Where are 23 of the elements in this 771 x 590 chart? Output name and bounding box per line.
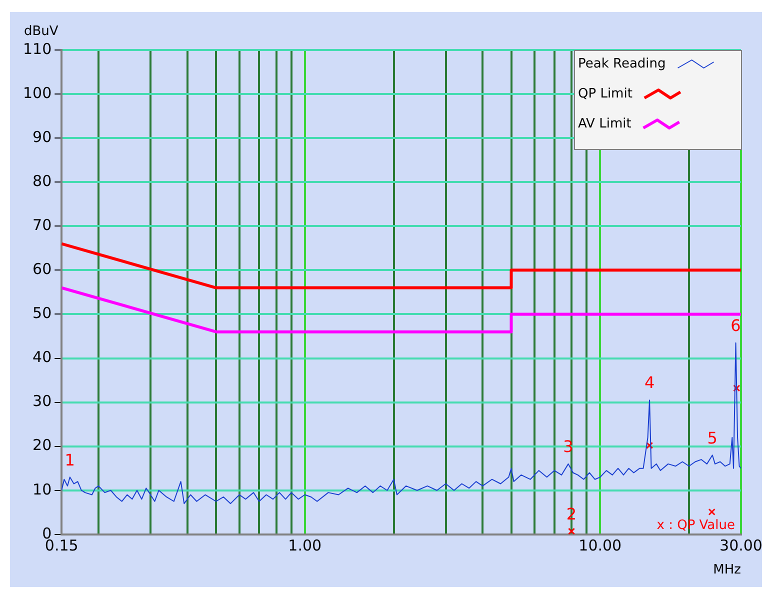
y-tick-label: 30 xyxy=(32,392,52,410)
y-tick-label: 80 xyxy=(32,172,52,190)
y-tick-label: 10 xyxy=(32,480,52,498)
x-axis-title: MHz xyxy=(713,562,742,578)
annotation: 1 xyxy=(64,450,75,470)
x-tick-label: 1.00 xyxy=(288,536,322,554)
y-tick-label: 60 xyxy=(32,260,52,278)
y-tick-label: 50 xyxy=(32,304,52,322)
annotation: 5 xyxy=(707,428,718,448)
y-tick-label: 20 xyxy=(32,436,52,454)
y-axis-title: dBuV xyxy=(24,24,58,39)
x-tick-label: 30.00 xyxy=(720,536,762,554)
y-tick-label: 90 xyxy=(32,128,52,146)
legend-label: QP Limit xyxy=(578,86,632,102)
annotation: 4 xyxy=(644,373,655,392)
y-tick-label: 110 xyxy=(22,40,52,58)
annotation: 6 xyxy=(730,316,741,335)
x-tick-label: 10.00 xyxy=(578,536,622,554)
legend-label: Peak Reading xyxy=(578,56,666,72)
y-tick-label: 100 xyxy=(22,84,52,102)
y-tick-label: 70 xyxy=(32,216,52,234)
legend-label: AV Limit xyxy=(578,116,632,132)
y-tick-label: 40 xyxy=(32,348,52,366)
